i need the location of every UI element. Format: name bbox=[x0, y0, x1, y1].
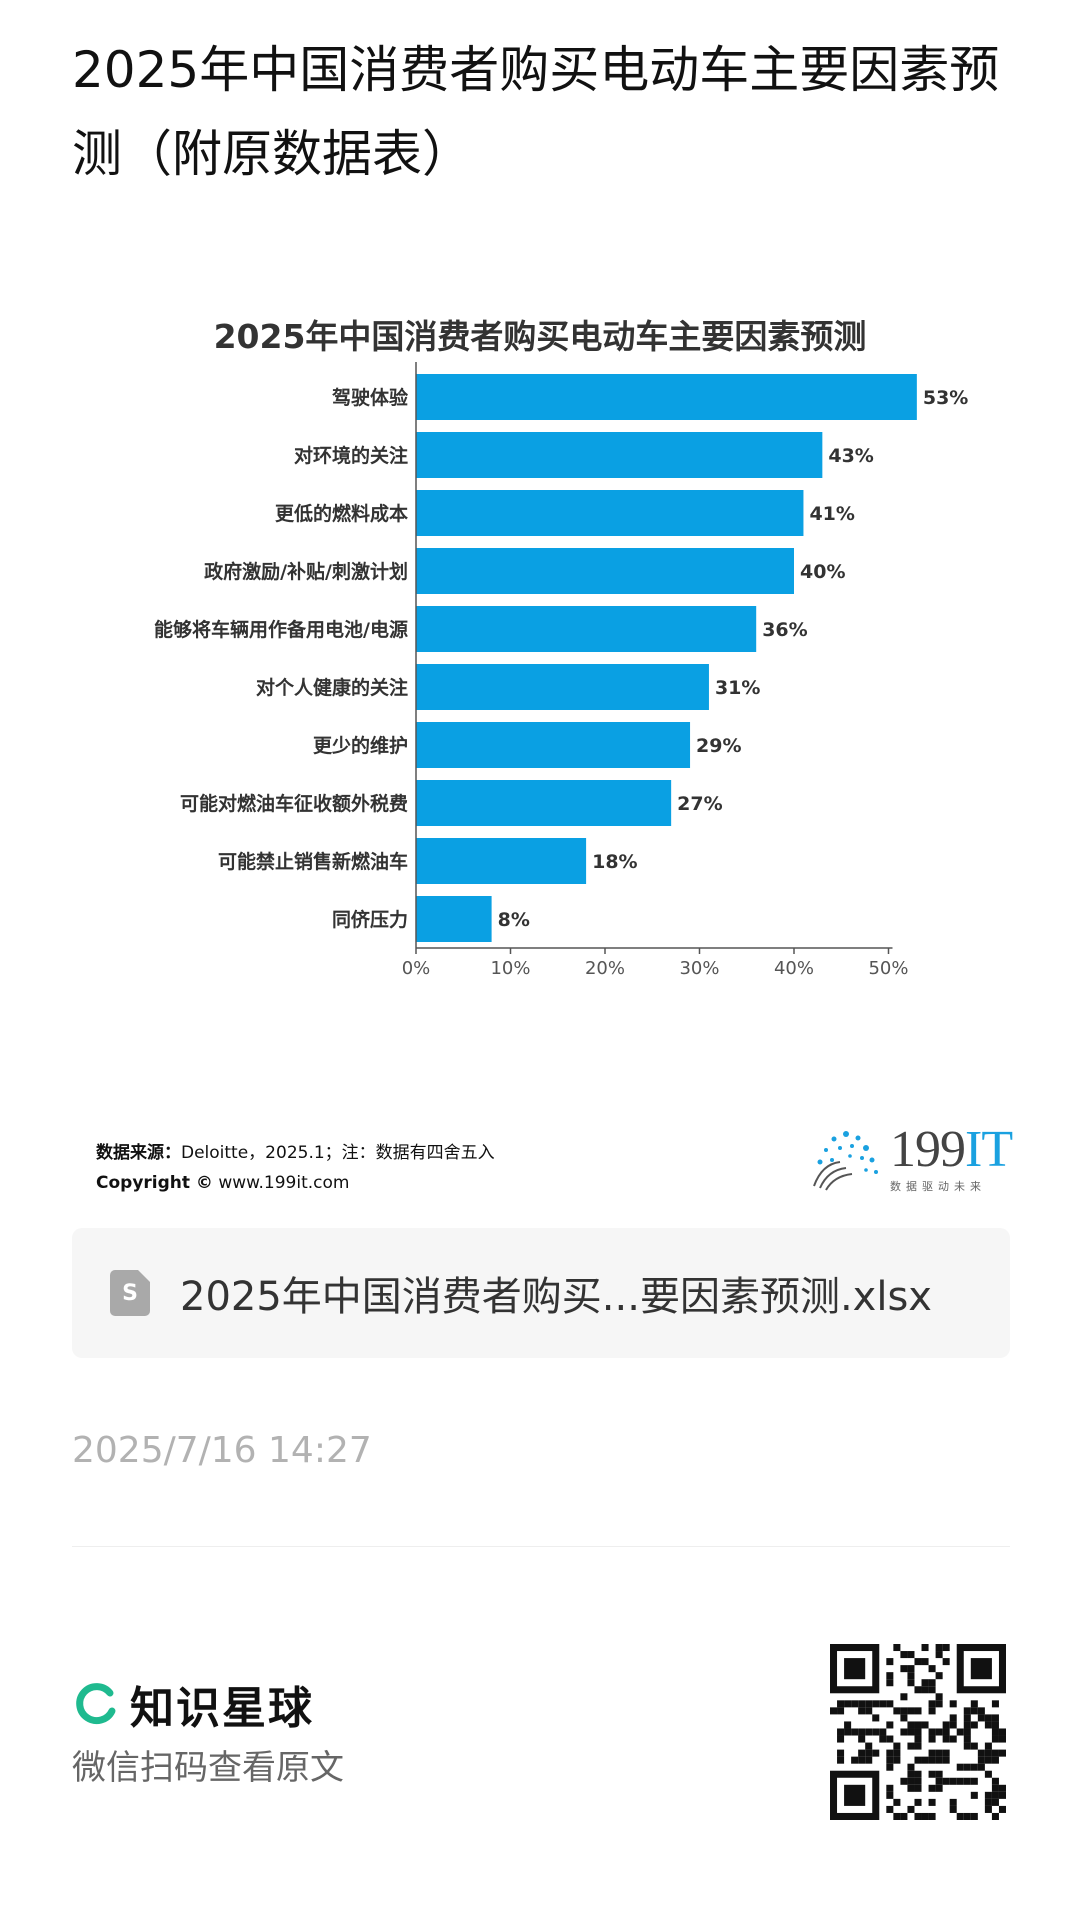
logo-number: 199 bbox=[890, 1121, 966, 1178]
logo-tagline: 数据驱动未来 bbox=[890, 1180, 986, 1193]
x-tick-label: 50% bbox=[868, 958, 908, 979]
category-label: 可能对燃油车征收额外税费 bbox=[180, 792, 408, 815]
category-label: 对环境的关注 bbox=[294, 444, 408, 467]
file-icon-letter: S bbox=[122, 1280, 138, 1306]
divider bbox=[72, 1546, 1010, 1547]
attachment-file-card[interactable]: S 2025年中国消费者购买...要因素预测.xlsx bbox=[72, 1228, 1010, 1358]
source-text: Deloitte，2025.1；注：数据有四舍五入 bbox=[181, 1143, 495, 1163]
bar bbox=[416, 548, 794, 594]
value-label: 43% bbox=[828, 445, 873, 467]
bar bbox=[416, 490, 804, 536]
x-tick-label: 0% bbox=[402, 958, 431, 979]
x-tick-label: 30% bbox=[679, 958, 719, 979]
value-label: 29% bbox=[696, 735, 741, 757]
zsxq-logo-icon bbox=[76, 1683, 116, 1725]
bar bbox=[416, 432, 823, 478]
chart-image: 2025年中国消费者购买电动车主要因素预测 驾驶体验 53% 对环境的关注 43% 更低… bbox=[72, 270, 1008, 1210]
post-timestamp: 2025/7/16 14:27 bbox=[72, 1430, 372, 1471]
category-label: 更低的燃料成本 bbox=[275, 502, 408, 525]
value-label: 36% bbox=[762, 619, 807, 641]
page-title: 2025年中国消费者购买电动车主要因素预测（附原数据表） bbox=[72, 41, 1000, 183]
copyright-label: Copyright © bbox=[96, 1173, 213, 1193]
bar bbox=[416, 374, 917, 420]
bar bbox=[416, 606, 757, 652]
category-label: 同侪压力 bbox=[332, 908, 408, 931]
value-label: 31% bbox=[715, 677, 760, 699]
chart-title: 2025年中国消费者购买电动车主要因素预测 bbox=[213, 317, 867, 356]
value-label: 53% bbox=[923, 387, 968, 409]
value-label: 41% bbox=[809, 503, 854, 525]
bar bbox=[416, 722, 691, 768]
x-tick-label: 10% bbox=[490, 958, 530, 979]
scan-hint: 微信扫码查看原文 bbox=[72, 1748, 344, 1788]
source-label: 数据来源： bbox=[96, 1143, 181, 1163]
bar bbox=[416, 838, 587, 884]
value-label: 40% bbox=[800, 561, 845, 583]
qr-code-icon[interactable] bbox=[830, 1644, 1006, 1820]
category-label: 可能禁止销售新燃油车 bbox=[218, 850, 408, 873]
bar-chart: 驾驶体验 53% 对环境的关注 43% 更低的燃料成本 41% 政府激励/补贴/刺激计划 40… bbox=[154, 362, 968, 979]
dandelion-logo-icon bbox=[813, 1131, 878, 1191]
value-label: 8% bbox=[498, 909, 530, 931]
x-tick-label: 20% bbox=[585, 958, 625, 979]
source-note: 数据来源：Deloitte，2025.1；注：数据有四舍五入 Copyright… bbox=[96, 1138, 495, 1198]
zsxq-brand: 知识星球 bbox=[72, 1672, 314, 1736]
bar bbox=[416, 896, 492, 942]
bar bbox=[416, 780, 672, 826]
value-label: 27% bbox=[677, 793, 722, 815]
199it-logo: 199IT 数据驱动未来 bbox=[806, 1121, 1013, 1194]
spreadsheet-file-icon: S bbox=[110, 1270, 150, 1316]
logo-suffix: IT bbox=[965, 1121, 1013, 1178]
category-label: 更少的维护 bbox=[313, 734, 408, 757]
category-label: 政府激励/补贴/刺激计划 bbox=[204, 560, 408, 583]
category-label: 能够将车辆用作备用电池/电源 bbox=[154, 618, 408, 641]
category-label: 对个人健康的关注 bbox=[256, 676, 408, 699]
category-label: 驾驶体验 bbox=[332, 386, 409, 409]
x-tick-label: 40% bbox=[774, 958, 814, 979]
value-label: 18% bbox=[592, 851, 637, 873]
brand-name: 知识星球 bbox=[130, 1683, 314, 1734]
bar bbox=[416, 664, 709, 710]
copyright-site: www.199it.com bbox=[218, 1173, 350, 1193]
file-name: 2025年中国消费者购买...要因素预测.xlsx bbox=[180, 1274, 932, 1320]
